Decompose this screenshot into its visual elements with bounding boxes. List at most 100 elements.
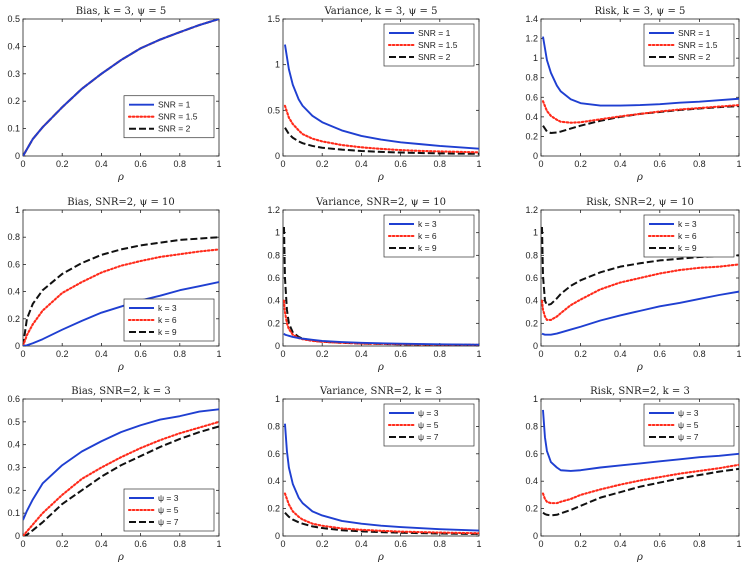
legend-label: ψ = 3 (418, 408, 439, 418)
series-line-snr-2 (284, 127, 479, 155)
y-tick-label: 1 (275, 60, 280, 70)
x-tick-label: 0.2 (56, 159, 69, 169)
legend-label: k = 9 (678, 243, 697, 253)
y-tick-label: 0.2 (525, 504, 538, 514)
y-tick-label: 1.5 (267, 14, 280, 24)
y-tick-label: 0.2 (7, 314, 20, 324)
y-tick-label: 0 (15, 341, 20, 351)
series-line-k-9 (541, 226, 739, 307)
axes-frame (22, 18, 220, 157)
y-tick-label: 0.8 (525, 421, 538, 431)
x-axis-label: ρ (377, 172, 384, 183)
series-line-k-3 (23, 281, 219, 346)
series-line-snr-1 (23, 19, 219, 156)
chart-title: Variance, SNR=2, ψ = 10 (315, 197, 446, 208)
x-tick-label: 0.4 (355, 539, 368, 549)
y-tick-label: 0.6 (267, 449, 280, 459)
chart-panel-1: 0 0.2 0.4 0.6 0.8 1 0 0.1 0.2 0.3 0.4 0.5 Bias, k = … (7, 6, 221, 183)
x-tick-label: 0.2 (316, 539, 329, 549)
y-tick-label: 0 (275, 341, 280, 351)
legend-label: SNR = 2 (158, 124, 191, 134)
y-tick-label: 1 (533, 53, 538, 63)
chart-title: Bias, SNR=2, k = 3 (71, 386, 170, 397)
x-tick-label: 1 (476, 159, 481, 169)
series-line-k-9 (23, 236, 219, 346)
legend-label: SNR = 2 (678, 52, 711, 62)
chart-panel-6: 0 0.2 0.4 0.6 0.8 1 0 0.2 0.4 0.6 0.8 1 1.2 Risk, SNR… (525, 197, 741, 373)
x-tick-label: 0.2 (574, 349, 587, 359)
x-tick-label: 1 (736, 159, 741, 169)
y-tick-label: 0.4 (7, 440, 20, 450)
legend-label: SNR = 1 (418, 28, 451, 38)
series-line-snr-1-5 (541, 100, 739, 124)
x-tick-label: 0.6 (654, 539, 667, 549)
chart-panel-9: 0 0.2 0.4 0.6 0.8 1 0 0.2 0.4 0.6 0.8 1 Risk, SNR=2,… (525, 386, 741, 563)
x-axis-label: ρ (117, 172, 124, 183)
legend: ψ = 3 ψ = 5 ψ = 7 (383, 403, 475, 447)
legend-box (123, 488, 215, 532)
x-tick-label: 0.2 (316, 349, 329, 359)
series-line-snr-1-5 (283, 104, 479, 154)
legend: SNR = 1 SNR = 1.5 SNR = 2 (643, 23, 735, 67)
x-tick-label: 0 (280, 349, 285, 359)
chart-panel-2: 0 0.2 0.4 0.6 0.8 1 0 0.5 1 1.5 Variance, k = 3, ψ… (267, 6, 481, 183)
y-tick-label: 0.4 (267, 296, 280, 306)
x-tick-label: 0.2 (316, 159, 329, 169)
series-line-k-6 (283, 299, 479, 346)
y-tick-label: 0 (533, 341, 538, 351)
x-tick-label: 0.6 (134, 159, 147, 169)
x-tick-label: 0 (538, 349, 543, 359)
x-tick-label: 0.8 (693, 349, 706, 359)
y-tick-label: 0 (15, 151, 20, 161)
y-tick-label: 1.2 (267, 205, 280, 215)
x-tick-label: 0.6 (394, 539, 407, 549)
y-tick-label: 0.2 (7, 485, 20, 495)
legend: ψ = 3 ψ = 5 ψ = 7 (643, 403, 735, 447)
y-tick-label: 0.5 (267, 105, 280, 115)
series-line--5 (541, 463, 739, 505)
x-tick-label: 1 (216, 539, 221, 549)
y-tick-label: 0.4 (267, 476, 280, 486)
x-axis-label: ρ (377, 552, 384, 563)
chart-title: Risk, SNR=2, k = 3 (590, 386, 690, 397)
y-tick-label: 1 (533, 394, 538, 404)
chart-title: Variance, SNR=2, k = 3 (319, 386, 442, 397)
y-tick-label: 1 (275, 394, 280, 404)
y-tick-label: 0.6 (525, 273, 538, 283)
chart-title: Bias, k = 3, ψ = 5 (76, 6, 166, 17)
legend-label: SNR = 1 (678, 28, 711, 38)
x-tick-label: 0.4 (355, 159, 368, 169)
y-tick-label: 0.4 (7, 41, 20, 51)
y-tick-label: 0.5 (7, 14, 20, 24)
x-tick-label: 0.6 (394, 349, 407, 359)
legend-box (383, 403, 475, 447)
y-tick-label: 1.4 (525, 14, 538, 24)
y-tick-label: 0 (275, 151, 280, 161)
x-tick-label: 0 (20, 159, 25, 169)
series-line--7 (542, 467, 739, 517)
legend: k = 3 k = 6 k = 9 (123, 298, 215, 342)
y-tick-label: 1.2 (525, 205, 538, 215)
x-tick-label: 0.4 (95, 349, 108, 359)
x-axis-label: ρ (636, 362, 643, 373)
y-tick-label: 0.2 (7, 96, 20, 106)
x-tick-label: 0.2 (56, 349, 69, 359)
x-axis-label: ρ (377, 362, 384, 373)
legend-label: ψ = 7 (158, 517, 179, 527)
legend: k = 3 k = 6 k = 9 (643, 214, 735, 258)
legend-label: k = 6 (678, 231, 697, 241)
legend-label: k = 6 (418, 231, 437, 241)
x-tick-label: 0.6 (394, 159, 407, 169)
x-tick-label: 0 (20, 349, 25, 359)
y-tick-label: 0.4 (525, 296, 538, 306)
y-tick-label: 0 (15, 531, 20, 541)
x-tick-label: 0 (538, 539, 543, 549)
y-tick-label: 0.8 (525, 250, 538, 260)
legend-label: SNR = 1 (158, 100, 191, 110)
series-line--3 (23, 408, 219, 521)
x-axis-label: ρ (636, 172, 643, 183)
x-tick-label: 1 (736, 539, 741, 549)
legend-label: ψ = 3 (158, 493, 179, 503)
x-tick-label: 0.6 (134, 349, 147, 359)
y-tick-label: 1 (275, 228, 280, 238)
